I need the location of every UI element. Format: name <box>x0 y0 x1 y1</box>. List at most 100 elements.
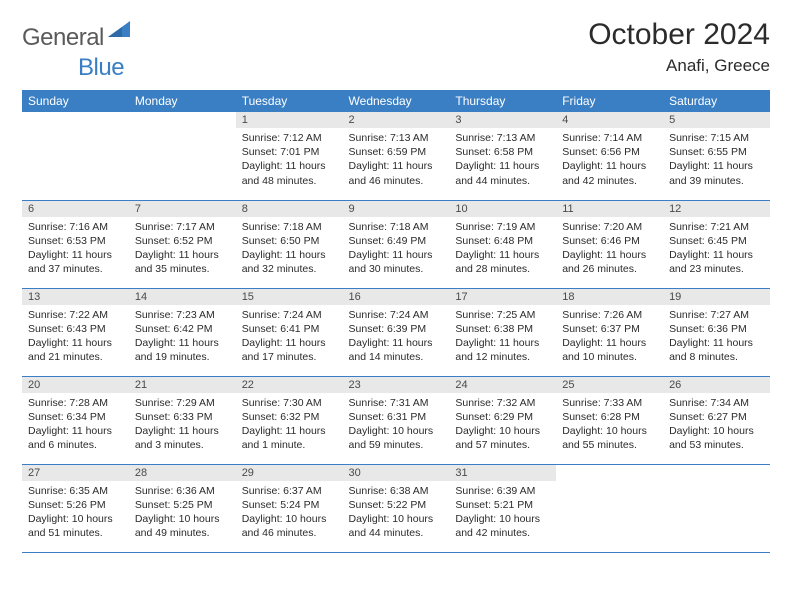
day-content: Sunrise: 7:23 AMSunset: 6:42 PMDaylight:… <box>129 305 236 369</box>
day-content: Sunrise: 7:20 AMSunset: 6:46 PMDaylight:… <box>556 217 663 281</box>
weekday-header: Tuesday <box>236 90 343 112</box>
day-number: 26 <box>663 377 770 393</box>
calendar-day-cell <box>22 112 129 200</box>
daylight-text: Daylight: 10 hours and 55 minutes. <box>562 424 657 452</box>
daylight-text: Daylight: 10 hours and 53 minutes. <box>669 424 764 452</box>
daylight-text: Daylight: 11 hours and 37 minutes. <box>28 248 123 276</box>
sunrise-text: Sunrise: 7:14 AM <box>562 131 657 145</box>
day-content: Sunrise: 7:19 AMSunset: 6:48 PMDaylight:… <box>449 217 556 281</box>
day-number <box>129 112 236 116</box>
day-content: Sunrise: 7:24 AMSunset: 6:41 PMDaylight:… <box>236 305 343 369</box>
day-content: Sunrise: 7:33 AMSunset: 6:28 PMDaylight:… <box>556 393 663 457</box>
calendar-day-cell: 25Sunrise: 7:33 AMSunset: 6:28 PMDayligh… <box>556 376 663 464</box>
daylight-text: Daylight: 11 hours and 14 minutes. <box>349 336 444 364</box>
calendar-day-cell: 22Sunrise: 7:30 AMSunset: 6:32 PMDayligh… <box>236 376 343 464</box>
day-number: 8 <box>236 201 343 217</box>
day-number: 3 <box>449 112 556 128</box>
calendar-week-row: 13 Sunrise: 7:22 AMSunset: 6:43 PM Dayligh… <box>22 288 770 376</box>
sunrise-text: Sunrise: 7:15 AM <box>669 131 764 145</box>
daylight-text: Daylight: 11 hours and 35 minutes. <box>135 248 230 276</box>
day-content: Sunrise: 7:24 AMSunset: 6:39 PMDaylight:… <box>343 305 450 369</box>
sunset-text: Sunset: 6:58 PM <box>455 145 550 159</box>
calendar-week-row: 20Sunrise: 7:28 AMSunset: 6:34 PMDayligh… <box>22 376 770 464</box>
sunset-text: Sunset: 6:55 PM <box>669 145 764 159</box>
brand-text-blue: Blue <box>78 54 124 81</box>
sunset-text: Sunset: 6:45 PM <box>669 234 764 248</box>
sunset-text: Sunset: 6:50 PM <box>242 234 337 248</box>
day-content: Sunrise: 7:13 AMSunset: 6:59 PMDaylight:… <box>343 128 450 192</box>
day-number: 7 <box>129 201 236 217</box>
calendar-day-cell: 24Sunrise: 7:32 AMSunset: 6:29 PMDayligh… <box>449 376 556 464</box>
calendar-day-cell: 7Sunrise: 7:17 AMSunset: 6:52 PMDaylight… <box>129 200 236 288</box>
sunrise-text: Sunrise: 7:31 AM <box>349 396 444 410</box>
daylight-text: Daylight: 11 hours and 28 minutes. <box>455 248 550 276</box>
day-number: 2 <box>343 112 450 128</box>
sunrise-text: Sunrise: 7:21 AM <box>669 220 764 234</box>
daylight-text: Daylight: 10 hours and 42 minutes. <box>455 512 550 540</box>
sunrise-text: Sunrise: 7:17 AM <box>135 220 230 234</box>
sunset-text: Sunset: 6:33 PM <box>135 410 230 424</box>
daylight-text: Daylight: 11 hours and 8 minutes. <box>669 336 764 364</box>
calendar-header-row: Sunday Monday Tuesday Wednesday Thursday… <box>22 90 770 112</box>
day-number: 4 <box>556 112 663 128</box>
day-content: Sunrise: 6:36 AMSunset: 5:25 PMDaylight:… <box>129 481 236 545</box>
location-subtitle: Anafi, Greece <box>588 56 770 76</box>
calendar-day-cell: 1Sunrise: 7:12 AMSunset: 7:01 PMDaylight… <box>236 112 343 200</box>
sunrise-text: Sunrise: 7:19 AM <box>455 220 550 234</box>
day-number: 16 <box>343 289 450 305</box>
sunrise-text: Sunrise: 7:18 AM <box>242 220 337 234</box>
day-content: Sunrise: 7:15 AMSunset: 6:55 PMDaylight:… <box>663 128 770 192</box>
day-number <box>556 465 663 469</box>
calendar-week-row: 6Sunrise: 7:16 AMSunset: 6:53 PMDaylight… <box>22 200 770 288</box>
daylight-text: Daylight: 10 hours and 59 minutes. <box>349 424 444 452</box>
daylight-text: Daylight: 11 hours and 19 minutes. <box>135 336 230 364</box>
sunset-text: Sunset: 6:43 PM <box>28 322 123 336</box>
calendar-day-cell: 20Sunrise: 7:28 AMSunset: 6:34 PMDayligh… <box>22 376 129 464</box>
day-number: 27 <box>22 465 129 481</box>
calendar-day-cell: 9Sunrise: 7:18 AMSunset: 6:49 PMDaylight… <box>343 200 450 288</box>
sunset-text: Sunset: 6:59 PM <box>349 145 444 159</box>
sunrise-text: Sunrise: 7:33 AM <box>562 396 657 410</box>
weekday-header: Saturday <box>663 90 770 112</box>
daylight-text: Daylight: 11 hours and 17 minutes. <box>242 336 337 364</box>
day-number: 19 <box>663 289 770 305</box>
sunrise-text: Sunrise: 7:25 AM <box>455 308 550 322</box>
sunset-text: Sunset: 6:48 PM <box>455 234 550 248</box>
sunrise-text: Sunrise: 6:38 AM <box>349 484 444 498</box>
day-content: Sunrise: 7:18 AMSunset: 6:50 PMDaylight:… <box>236 217 343 281</box>
day-content: Sunrise: 7:32 AMSunset: 6:29 PMDaylight:… <box>449 393 556 457</box>
daylight-text: Daylight: 11 hours and 30 minutes. <box>349 248 444 276</box>
day-number: 12 <box>663 201 770 217</box>
sunset-text: Sunset: 5:22 PM <box>349 498 444 512</box>
day-number: 31 <box>449 465 556 481</box>
day-content: Sunrise: 7:21 AMSunset: 6:45 PMDaylight:… <box>663 217 770 281</box>
calendar-day-cell <box>556 464 663 552</box>
daylight-text: Daylight: 10 hours and 49 minutes. <box>135 512 230 540</box>
daylight-text: Daylight: 11 hours and 39 minutes. <box>669 159 764 187</box>
calendar-day-cell: 29Sunrise: 6:37 AMSunset: 5:24 PMDayligh… <box>236 464 343 552</box>
calendar-day-cell: 23Sunrise: 7:31 AMSunset: 6:31 PMDayligh… <box>343 376 450 464</box>
daylight-text: Daylight: 11 hours and 32 minutes. <box>242 248 337 276</box>
sunrise-text: Sunrise: 6:35 AM <box>28 484 123 498</box>
day-number: 10 <box>449 201 556 217</box>
calendar-day-cell: 27Sunrise: 6:35 AMSunset: 5:26 PMDayligh… <box>22 464 129 552</box>
daylight-text: Daylight: 11 hours and 10 minutes. <box>562 336 657 364</box>
sunset-text: Sunset: 6:42 PM <box>135 322 230 336</box>
month-year-title: October 2024 <box>588 18 770 52</box>
sunrise-text: Sunrise: 6:36 AM <box>135 484 230 498</box>
sunset-text: Sunset: 5:21 PM <box>455 498 550 512</box>
calendar-day-cell: 31Sunrise: 6:39 AMSunset: 5:21 PMDayligh… <box>449 464 556 552</box>
calendar-body: 1Sunrise: 7:12 AMSunset: 7:01 PMDaylight… <box>22 112 770 552</box>
sunrise-text: Sunrise: 7:22 AM <box>28 308 123 322</box>
daylight-text: Daylight: 11 hours and 26 minutes. <box>562 248 657 276</box>
calendar-page: General October 2024 Anafi, Greece Blue … <box>0 0 792 553</box>
day-content: Sunrise: 7:34 AMSunset: 6:27 PMDaylight:… <box>663 393 770 457</box>
day-number: 13 <box>22 289 129 305</box>
day-number: 18 <box>556 289 663 305</box>
sunrise-text: Sunrise: 7:32 AM <box>455 396 550 410</box>
weekday-header: Wednesday <box>343 90 450 112</box>
sunset-text: Sunset: 6:27 PM <box>669 410 764 424</box>
calendar-table: Sunday Monday Tuesday Wednesday Thursday… <box>22 90 770 553</box>
day-number: 6 <box>22 201 129 217</box>
brand-triangle-icon <box>108 21 130 42</box>
